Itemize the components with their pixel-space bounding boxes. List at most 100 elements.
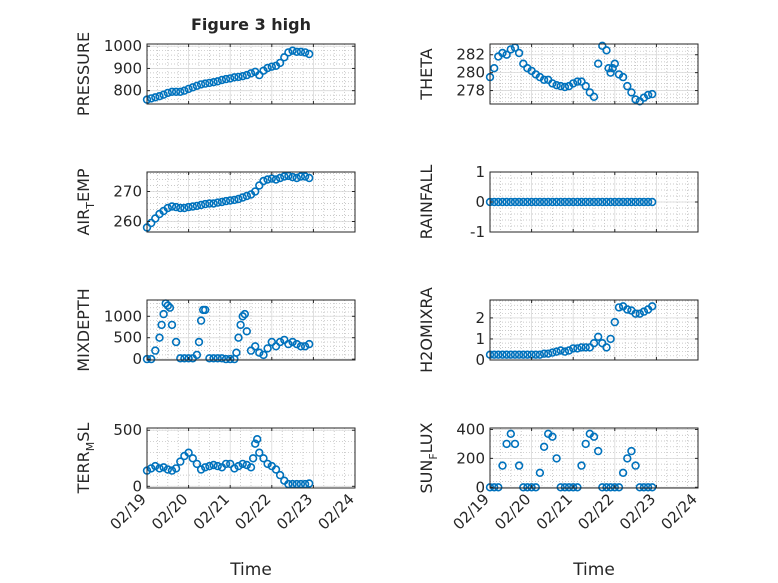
data-point (623, 305, 632, 314)
data-point (305, 173, 314, 183)
x-axis-label-left: Time (229, 560, 272, 580)
y-tick-label: 0 (475, 478, 485, 496)
axes-box (146, 171, 356, 233)
data-point (267, 62, 276, 71)
data-point (238, 459, 247, 469)
data-point (255, 348, 264, 357)
data-point (598, 339, 607, 348)
data-point (259, 454, 268, 463)
data-point (568, 197, 578, 207)
data-point (631, 197, 640, 207)
axes-box (146, 299, 356, 361)
series-markers (485, 302, 657, 359)
data-point (627, 88, 636, 97)
data-point (147, 218, 156, 228)
data-point (635, 197, 644, 207)
data-point (577, 343, 586, 352)
data-point (280, 53, 289, 62)
data-point (201, 79, 210, 88)
data-point (300, 342, 310, 351)
data-point (498, 461, 507, 470)
data-point (242, 327, 252, 336)
data-point (234, 194, 243, 204)
data-point (639, 197, 649, 207)
data-point (155, 91, 164, 101)
data-point (604, 63, 613, 73)
data-point (163, 301, 173, 310)
data-point (192, 201, 202, 211)
data-point (221, 74, 231, 84)
data-point (539, 442, 549, 451)
y-tick-label: 0 (132, 350, 142, 368)
data-point (292, 339, 301, 349)
data-point (180, 86, 189, 95)
data-point (552, 197, 561, 207)
data-point (292, 173, 301, 183)
data-point (246, 69, 256, 78)
data-point (213, 461, 222, 471)
data-point (205, 354, 214, 363)
data-point (506, 429, 515, 438)
data-point (568, 79, 578, 88)
data-point (560, 347, 570, 356)
data-point (602, 343, 611, 352)
data-point (159, 90, 168, 99)
y-tick-label: 900 (113, 59, 142, 77)
data-point (201, 463, 210, 472)
data-point (614, 303, 624, 312)
data-point (585, 88, 594, 97)
data-point (205, 78, 214, 88)
data-point (275, 337, 285, 347)
data-point (255, 448, 264, 457)
data-point (234, 461, 243, 471)
figure-title: Figure 3 high (191, 15, 311, 34)
data-point (192, 459, 202, 469)
data-point (213, 198, 222, 207)
data-point (176, 203, 185, 213)
y-tick-label: 278 (456, 82, 485, 100)
data-point (598, 41, 607, 50)
data-point (589, 432, 599, 441)
data-point (213, 354, 222, 363)
data-point (184, 84, 193, 94)
data-point (577, 197, 586, 207)
data-point (623, 197, 632, 207)
data-point (639, 483, 649, 492)
data-point (192, 350, 202, 360)
series-markers (142, 46, 314, 104)
data-point (598, 483, 607, 492)
data-point (606, 483, 615, 492)
data-point (494, 350, 503, 359)
data-point (639, 307, 649, 316)
data-point (240, 309, 250, 319)
y-axis-label: RAINFALL (417, 165, 436, 240)
data-point (602, 46, 611, 55)
series-markers (485, 429, 657, 492)
data-point (267, 337, 276, 347)
data-point (556, 483, 565, 492)
data-point (510, 197, 520, 207)
data-point (296, 47, 306, 56)
y-tick-label: 270 (113, 183, 142, 201)
data-point (147, 94, 156, 103)
data-point (643, 90, 653, 100)
data-point (251, 187, 260, 196)
data-point (539, 75, 549, 85)
data-point (226, 196, 235, 205)
y-tick-label: 280 (456, 64, 485, 82)
data-point (184, 354, 193, 363)
data-point (230, 73, 239, 82)
data-point (556, 346, 565, 355)
y-tick-label: -1 (470, 223, 485, 241)
data-point (589, 197, 599, 207)
data-point (618, 468, 628, 477)
data-point (213, 77, 222, 86)
data-point (519, 350, 528, 359)
data-point (288, 337, 297, 347)
axes-box (146, 427, 356, 489)
x-tick-label: 02/23 (616, 490, 659, 533)
data-point (232, 348, 241, 357)
data-point (159, 463, 168, 472)
data-point (194, 337, 204, 347)
data-point (296, 342, 306, 351)
